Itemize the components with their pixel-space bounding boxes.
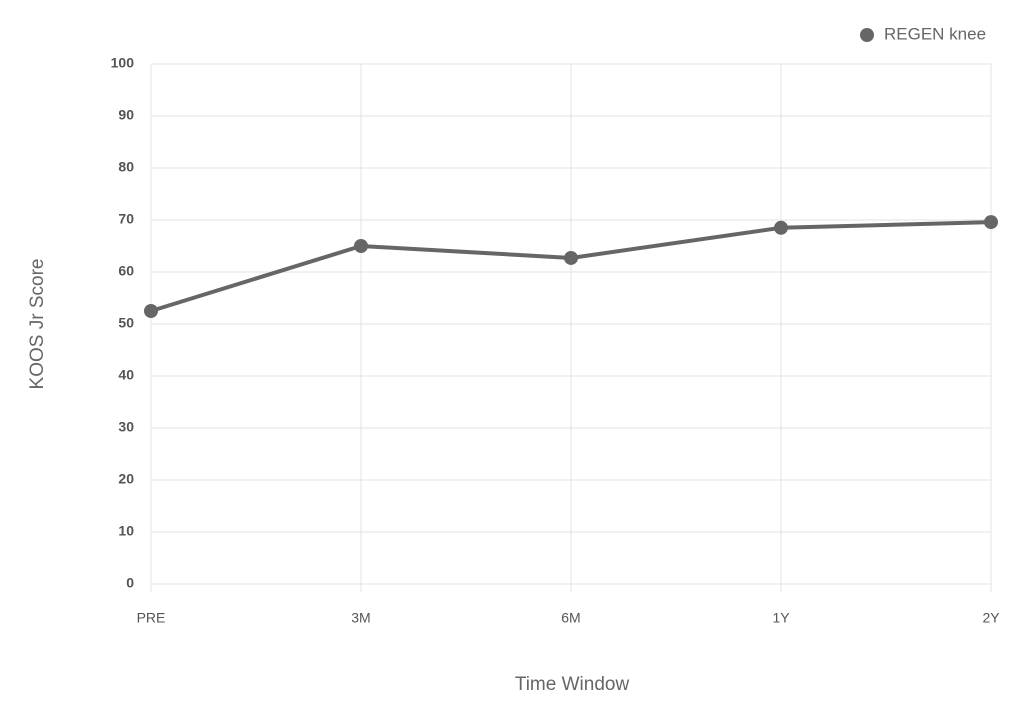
legend-label: REGEN knee (884, 24, 986, 43)
x-axis-title: Time Window (515, 674, 630, 695)
y-tick-label: 20 (118, 471, 134, 487)
data-point (774, 220, 788, 235)
y-tick-label: 10 (118, 523, 134, 539)
x-tick-label: PRE (137, 610, 166, 626)
x-tick-label: 1Y (772, 610, 790, 626)
y-tick-label: 50 (118, 315, 134, 331)
y-tick-label: 40 (118, 367, 134, 383)
data-point (564, 250, 578, 265)
y-tick-label: 30 (118, 419, 134, 435)
data-point (984, 215, 998, 230)
y-tick-label: 90 (118, 107, 134, 123)
legend-marker (860, 28, 874, 42)
y-tick-label: 100 (111, 55, 135, 71)
x-tick-label: 3M (351, 610, 370, 626)
x-tick-label: 2Y (982, 610, 1000, 626)
y-tick-label: 60 (118, 263, 134, 279)
y-tick-label: 0 (126, 575, 134, 591)
data-point (354, 239, 368, 253)
y-axis-title: KOOS Jr Score (27, 259, 48, 390)
x-tick-label: 6M (561, 610, 580, 626)
data-point (144, 304, 158, 318)
y-tick-label: 70 (118, 211, 134, 227)
y-tick-label: 80 (118, 159, 134, 175)
